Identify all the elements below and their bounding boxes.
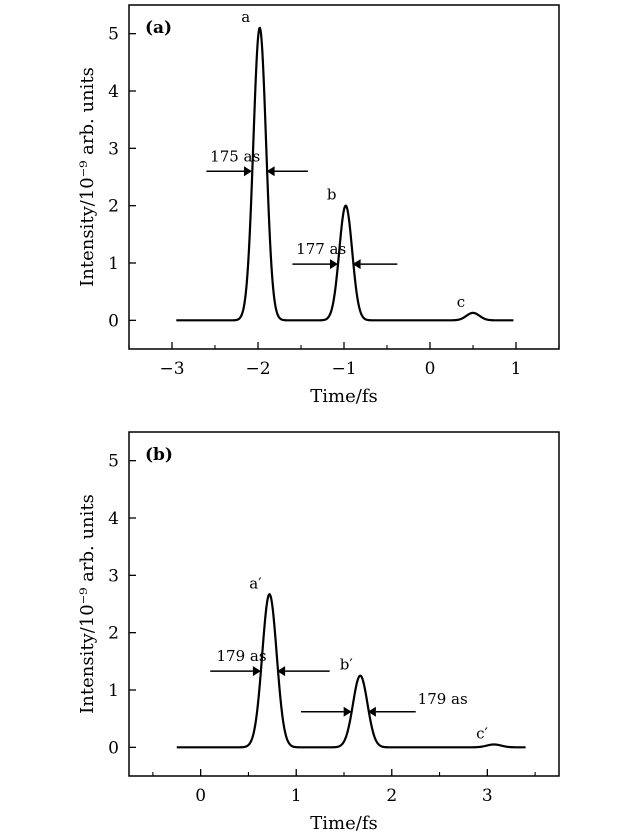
y-tick-label: 3: [108, 139, 119, 159]
fwhm-arrowhead-right: [266, 166, 275, 177]
panel-label: (a): [145, 18, 172, 38]
fwhm-label: 175 as: [210, 147, 260, 165]
y-tick-label: 2: [108, 197, 119, 217]
y-tick-label: 5: [108, 452, 119, 472]
x-tick-label: 2: [386, 786, 397, 806]
fwhm-arrowhead-left: [343, 706, 352, 717]
peak-label-c′: c′: [476, 724, 488, 742]
x-tick-label: 0: [195, 786, 206, 806]
plot-frame: [128, 4, 560, 350]
fwhm-label: 177 as: [296, 240, 346, 258]
chart-panel-b: 0 1 2 3 4 5 0 1 2 3 Time/fs Intensity/10⁻⁹ arb. uni…: [77, 431, 560, 834]
peak-label-a: a: [241, 8, 250, 26]
y-tick-label: 5: [108, 25, 119, 45]
y-axis-title: Intensity/10⁻⁹ arb. units: [77, 67, 98, 287]
peak-label-a′: a′: [249, 574, 262, 592]
peak-label-c: c: [457, 293, 465, 311]
x-tick-label: 1: [511, 359, 522, 379]
fwhm-arrowhead-left: [329, 259, 338, 270]
x-tick-label: 3: [482, 786, 493, 806]
intensity-curve: [176, 26, 514, 322]
fwhm-arrowhead-right: [352, 259, 361, 270]
y-tick-label: 4: [108, 509, 119, 529]
panel-label: (b): [145, 445, 173, 465]
x-axis-title: Time/fs: [310, 386, 377, 407]
y-tick-label: 1: [108, 254, 119, 274]
x-tick-label: 0: [425, 359, 436, 379]
chart-panel-a: 0 1 2 3 4 5 −3 −2 −1 0 1 Time/fs Intensity/10⁻⁹ arb.…: [77, 4, 560, 407]
intensity-curve: [176, 593, 526, 749]
fwhm-arrowhead-left: [243, 166, 252, 177]
y-axis-title: Intensity/10⁻⁹ arb. units: [77, 494, 98, 714]
y-tick-label: 4: [108, 82, 119, 102]
y-tick-label: 0: [108, 738, 119, 758]
peak-label-b′: b′: [340, 656, 354, 674]
fwhm-arrowhead-left: [252, 666, 261, 677]
y-tick-label: 3: [108, 566, 119, 586]
fwhm-label: 179 as: [418, 690, 468, 708]
fwhm-arrowhead-right: [277, 666, 286, 677]
fwhm-label: 179 as: [217, 647, 267, 665]
x-tick-label: −2: [245, 359, 270, 379]
plot-frame: [128, 431, 560, 777]
x-tick-label: −3: [159, 359, 184, 379]
fwhm-arrowhead-right: [367, 706, 376, 717]
y-tick-label: 2: [108, 624, 119, 644]
x-tick-label: −1: [331, 359, 356, 379]
x-axis-title: Time/fs: [310, 813, 377, 834]
y-tick-label: 1: [108, 681, 119, 701]
peak-label-b: b: [327, 186, 337, 204]
x-tick-label: 1: [291, 786, 302, 806]
y-tick-label: 0: [108, 311, 119, 331]
